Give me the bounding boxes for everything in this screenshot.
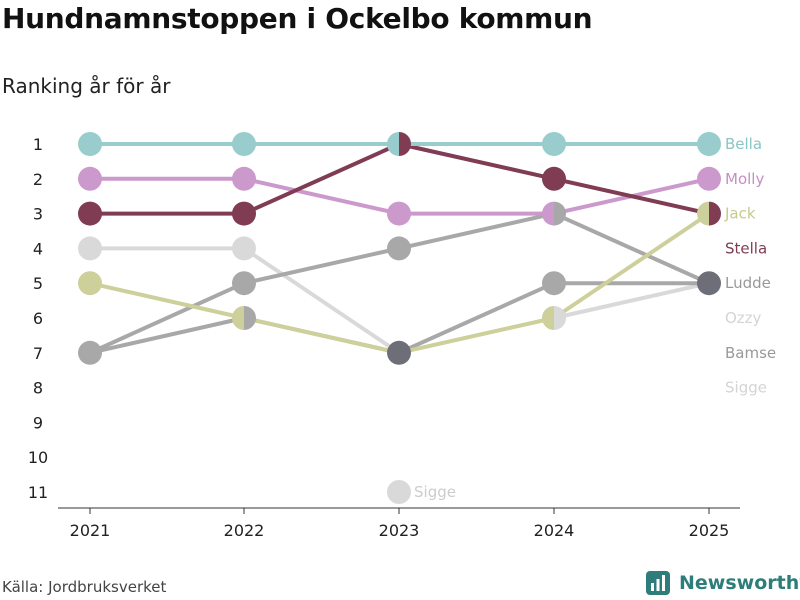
y-tick-label: 7 (33, 344, 43, 363)
data-point (697, 166, 721, 191)
x-tick-label: 2024 (534, 521, 575, 540)
data-point-right-half (554, 201, 566, 226)
brand-logo: Newsworthy (645, 570, 800, 596)
data-point (78, 236, 102, 261)
data-point (232, 201, 256, 226)
end-label-molly: Molly (725, 170, 764, 188)
data-point (232, 166, 256, 191)
chart-title: Hundnamnstoppen i Ockelbo kommun (2, 2, 593, 35)
brand-name: Newsworthy (679, 572, 800, 594)
data-point-right-half (554, 306, 566, 330)
end-label-bamse: Bamse (725, 344, 776, 362)
data-point (78, 132, 102, 156)
data-point (232, 306, 256, 330)
data-point (542, 166, 566, 191)
data-point (78, 340, 102, 365)
end-label-bella: Bella (725, 135, 762, 153)
data-point (387, 132, 411, 156)
data-point-left-half (387, 132, 399, 156)
x-tick-label: 2025 (689, 521, 730, 540)
data-point-left-half (232, 306, 244, 330)
data-point (232, 132, 256, 156)
end-label-jack: Jack (724, 205, 756, 223)
data-point (232, 271, 256, 296)
y-tick-label: 1 (33, 135, 43, 154)
data-point (697, 271, 721, 296)
newsworthy-logo-icon (646, 571, 670, 595)
data-point (78, 166, 102, 191)
y-tick-label: 10 (28, 448, 48, 467)
y-tick-label: 2 (33, 170, 43, 189)
y-tick-label: 3 (33, 205, 43, 224)
data-point-right-half (399, 132, 411, 156)
data-point (387, 340, 411, 365)
data-point-left-half (697, 201, 709, 226)
x-tick-label: 2022 (224, 521, 265, 540)
end-label-sigge: Sigge (725, 379, 767, 397)
x-tick-label: 2023 (379, 521, 420, 540)
data-point (78, 271, 102, 296)
data-point (542, 271, 566, 296)
series-line-ozzy (552, 281, 711, 320)
data-point-right-half (709, 201, 721, 226)
y-tick-label: 5 (33, 274, 43, 293)
axis-layer: 1 2 3 4 5 6 7 8 9 10 11 2021 2022 2023 2024 2025 (28, 135, 740, 540)
data-point (542, 201, 566, 226)
data-point (387, 236, 411, 261)
y-tick-label: 6 (33, 309, 43, 328)
end-label-stella: Stella (725, 239, 767, 257)
data-point (387, 201, 411, 226)
data-point (232, 236, 256, 261)
data-point-left-half (542, 201, 554, 226)
series-markers (78, 132, 721, 504)
chart-subtitle: Ranking år för år (2, 74, 171, 98)
bump-chart: 1 2 3 4 5 6 7 8 9 10 11 2021 2022 2023 2024 2025 Bella M… (28, 132, 776, 540)
data-point-left-half (542, 306, 554, 330)
source-note: Källa: Jordbruksverket (2, 578, 167, 596)
point-label-sigge: Sigge (414, 483, 456, 501)
data-point (697, 132, 721, 156)
data-point (542, 132, 566, 156)
y-tick-label: 11 (28, 483, 48, 502)
x-tick-label: 2021 (70, 521, 111, 540)
end-labels: Bella Molly Jack Stella Ludde Ozzy Bamse Sigge S… (414, 135, 776, 501)
series-line-sigge (88, 246, 401, 355)
data-point-right-half (244, 306, 256, 330)
y-tick-label: 8 (33, 379, 43, 398)
data-point (542, 306, 566, 330)
end-label-ludde: Ludde (725, 274, 771, 292)
data-point (697, 201, 721, 226)
data-point (387, 480, 411, 504)
y-tick-label: 9 (33, 413, 43, 432)
end-label-ozzy: Ozzy (725, 309, 762, 327)
data-point (78, 201, 102, 226)
y-tick-label: 4 (33, 239, 43, 258)
